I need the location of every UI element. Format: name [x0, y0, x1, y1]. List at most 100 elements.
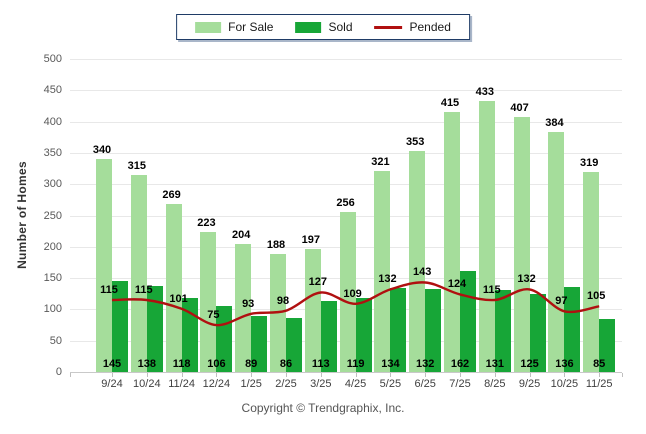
x-tick	[494, 373, 496, 377]
legend-item-for-sale: For Sale	[195, 20, 273, 34]
x-tick	[425, 373, 427, 377]
for-sale-value-label: 223	[197, 217, 216, 230]
pended-value-label: 98	[276, 294, 290, 307]
pended-value-label: 124	[447, 278, 467, 291]
pended-value-label: 143	[413, 266, 432, 279]
y-tick-150: 150	[43, 272, 62, 285]
x-tick	[599, 373, 601, 377]
for-sale-value-label: 197	[301, 233, 320, 246]
y-tick-500: 500	[43, 53, 62, 65]
sold-value-label: 136	[555, 358, 574, 370]
sold-swatch-icon	[295, 21, 322, 33]
x-tick-label: 10/24	[133, 378, 161, 390]
copyright-text: Copyright © Trendgraphix, Inc.	[241, 401, 405, 415]
sold-value-label: 138	[137, 358, 156, 370]
bar-sold	[112, 281, 128, 372]
pended-value-label: 115	[134, 284, 153, 296]
bar-for-sale	[130, 174, 147, 372]
sold-value-label: 134	[381, 358, 400, 370]
y-tick-250: 250	[43, 209, 62, 222]
gridline-300	[70, 184, 622, 186]
sold-value-label: 145	[102, 358, 122, 370]
y-tick-450: 450	[43, 84, 62, 97]
gridline-500	[70, 59, 622, 60]
legend-item-pended: Pended	[374, 20, 451, 34]
x-tick	[460, 373, 461, 377]
pended-value-label: 93	[242, 297, 255, 310]
pended-value-label: 115	[482, 284, 501, 296]
bar-for-sale	[513, 117, 530, 372]
pended-value-label: 132	[378, 273, 397, 286]
sold-value-label: 132	[416, 358, 435, 370]
y-tick-300: 300	[43, 178, 62, 191]
pended-value-label: 127	[308, 276, 327, 289]
pended-line-swatch-icon	[374, 25, 403, 29]
x-tick-label: 3/25	[310, 378, 332, 390]
legend-label-for-sale: For Sale	[228, 20, 274, 34]
gridline-450	[70, 90, 622, 92]
x-tick-label: 10/25	[550, 378, 579, 390]
pended-value-label: 105	[587, 290, 606, 303]
x-tick	[251, 373, 253, 377]
bar-for-sale	[409, 151, 426, 372]
bar-for-sale	[165, 203, 182, 372]
x-tick-label: 8/25	[484, 378, 506, 390]
sold-value-label: 113	[311, 358, 330, 370]
legend-label-pended: Pended	[409, 20, 451, 34]
y-tick-200: 200	[43, 240, 62, 253]
sold-value-label: 89	[245, 358, 258, 370]
gridline-400	[70, 121, 622, 123]
x-tick-label: 9/25	[518, 378, 541, 390]
for-sale-value-label: 415	[440, 97, 460, 110]
x-axis-line	[70, 372, 622, 373]
x-tick	[390, 373, 392, 377]
x-tick-label: 2/25	[275, 378, 297, 390]
bar-for-sale	[444, 112, 460, 372]
bar-sold	[320, 301, 337, 372]
bar-sold	[146, 285, 163, 372]
pended-value-label: 97	[555, 295, 568, 308]
for-sale-value-label: 256	[336, 196, 355, 209]
bar-for-sale	[478, 100, 495, 372]
x-tick	[146, 373, 148, 377]
for-sale-value-label: 319	[580, 157, 599, 170]
bar-for-sale	[235, 244, 252, 372]
pended-value-label: 75	[207, 309, 220, 322]
bar-sold	[529, 293, 546, 372]
bar-sold	[564, 286, 581, 372]
legend-label-sold: Sold	[328, 20, 353, 34]
x-tick-label: 7/25	[449, 378, 471, 390]
bar-sold	[181, 298, 198, 372]
x-tick-label: 6/25	[414, 378, 436, 390]
x-tick	[564, 373, 566, 377]
y-tick-350: 350	[43, 146, 62, 159]
bar-for-sale	[200, 232, 217, 372]
x-tick	[112, 373, 113, 377]
bar-sold	[599, 318, 616, 372]
bar-sold	[425, 289, 442, 372]
sold-value-label: 85	[593, 358, 606, 370]
bar-sold	[390, 288, 407, 372]
for-sale-value-label: 384	[545, 116, 564, 129]
bar-sold	[286, 318, 302, 372]
bar-for-sale	[339, 211, 356, 372]
pended-value-label: 109	[343, 287, 362, 300]
sold-value-label: 106	[207, 358, 226, 370]
for-sale-swatch-icon	[195, 21, 222, 33]
for-sale-value-label: 204	[232, 229, 251, 242]
x-tick	[320, 373, 322, 377]
for-sale-value-label: 188	[266, 239, 286, 252]
bar-sold	[494, 289, 511, 372]
bar-sold	[251, 316, 268, 372]
for-sale-value-label: 433	[475, 85, 494, 98]
sold-value-label: 162	[450, 358, 470, 370]
y-tick-50: 50	[49, 334, 62, 347]
bar-sold	[355, 297, 372, 372]
for-sale-value-label: 340	[92, 144, 112, 157]
x-tick-label: 9/24	[101, 378, 123, 390]
x-tick	[286, 373, 287, 377]
x-tick	[355, 373, 357, 377]
x-tick-label: 5/25	[379, 378, 402, 390]
bar-for-sale	[583, 172, 600, 372]
